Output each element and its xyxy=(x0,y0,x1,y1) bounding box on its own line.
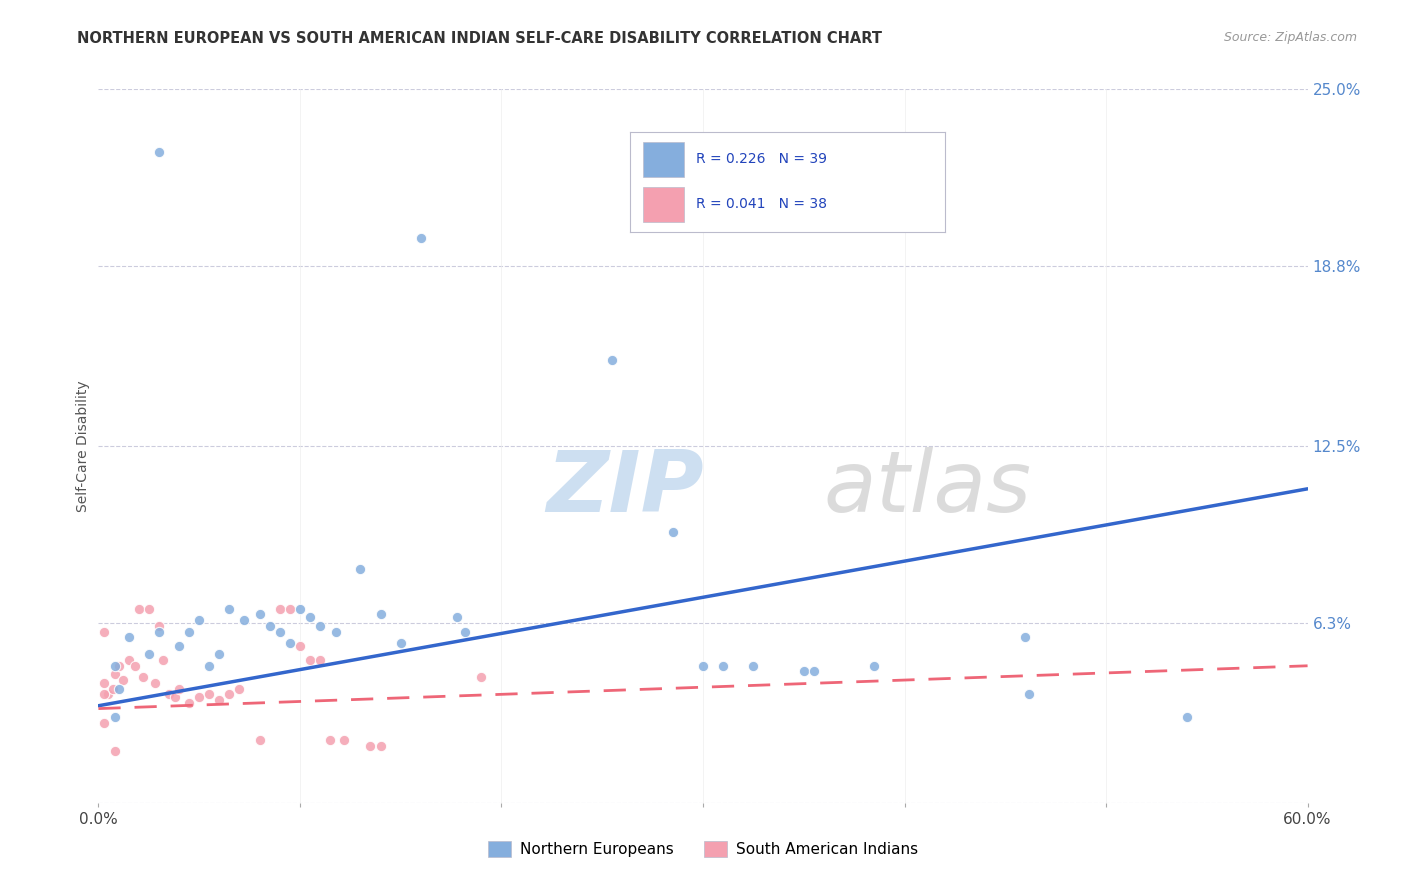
Point xyxy=(93,715,115,730)
Point xyxy=(143,676,166,690)
Point xyxy=(188,690,211,705)
Point xyxy=(167,639,190,653)
Point xyxy=(148,624,170,639)
Point xyxy=(118,653,141,667)
Point xyxy=(163,690,186,705)
Point xyxy=(232,613,254,627)
Point xyxy=(208,693,231,707)
Point xyxy=(793,665,815,679)
Point xyxy=(107,681,129,696)
Point xyxy=(360,739,382,753)
Point xyxy=(711,658,734,673)
Point xyxy=(101,681,124,696)
Point xyxy=(409,230,432,244)
Point xyxy=(259,619,281,633)
Point xyxy=(333,733,356,747)
Point xyxy=(167,681,190,696)
Point xyxy=(249,733,271,747)
Point xyxy=(288,639,311,653)
Point xyxy=(93,624,115,639)
Point xyxy=(446,610,468,624)
Point xyxy=(124,658,146,673)
Point xyxy=(103,710,125,724)
Point xyxy=(148,145,170,159)
Point xyxy=(370,607,392,622)
Point xyxy=(138,648,160,662)
Point xyxy=(128,601,150,615)
Point xyxy=(103,658,125,673)
Point xyxy=(228,681,250,696)
Text: ZIP: ZIP xyxy=(546,447,703,531)
Point xyxy=(218,687,240,701)
Point xyxy=(249,607,271,622)
Point xyxy=(692,658,714,673)
Point xyxy=(299,653,322,667)
Point xyxy=(148,619,170,633)
Point xyxy=(863,658,886,673)
Text: Source: ZipAtlas.com: Source: ZipAtlas.com xyxy=(1223,31,1357,45)
Legend: Northern Europeans, South American Indians: Northern Europeans, South American India… xyxy=(482,835,924,863)
Point xyxy=(269,601,291,615)
Point xyxy=(309,619,332,633)
Point xyxy=(309,653,332,667)
Point xyxy=(118,630,141,644)
Point xyxy=(111,673,134,687)
Point xyxy=(278,636,301,650)
Point xyxy=(299,610,322,624)
Point xyxy=(198,687,221,701)
Point xyxy=(152,653,174,667)
Point xyxy=(742,658,765,673)
Text: NORTHERN EUROPEAN VS SOUTH AMERICAN INDIAN SELF-CARE DISABILITY CORRELATION CHAR: NORTHERN EUROPEAN VS SOUTH AMERICAN INDI… xyxy=(77,31,883,46)
Point xyxy=(198,658,221,673)
Point xyxy=(103,667,125,681)
Point xyxy=(288,601,311,615)
Y-axis label: Self-Care Disability: Self-Care Disability xyxy=(76,380,90,512)
Point xyxy=(1175,710,1198,724)
Point xyxy=(349,562,371,576)
Point xyxy=(269,624,291,639)
Point xyxy=(661,524,683,539)
Point xyxy=(218,601,240,615)
Point xyxy=(179,696,201,710)
Text: atlas: atlas xyxy=(824,447,1032,531)
Point xyxy=(132,670,155,684)
Point xyxy=(470,670,492,684)
Point xyxy=(107,658,129,673)
Point xyxy=(319,733,342,747)
Point xyxy=(208,648,231,662)
Point xyxy=(803,665,825,679)
Point xyxy=(179,624,201,639)
Point xyxy=(93,676,115,690)
Point xyxy=(389,636,412,650)
Point xyxy=(278,601,301,615)
Point xyxy=(93,687,115,701)
Point xyxy=(188,613,211,627)
Point xyxy=(325,624,347,639)
Point xyxy=(602,353,624,368)
Point xyxy=(157,687,180,701)
Point xyxy=(103,744,125,758)
Point xyxy=(138,601,160,615)
Point xyxy=(454,624,477,639)
Point xyxy=(97,687,120,701)
Point xyxy=(1014,630,1036,644)
Point xyxy=(1018,687,1040,701)
Point xyxy=(370,739,392,753)
